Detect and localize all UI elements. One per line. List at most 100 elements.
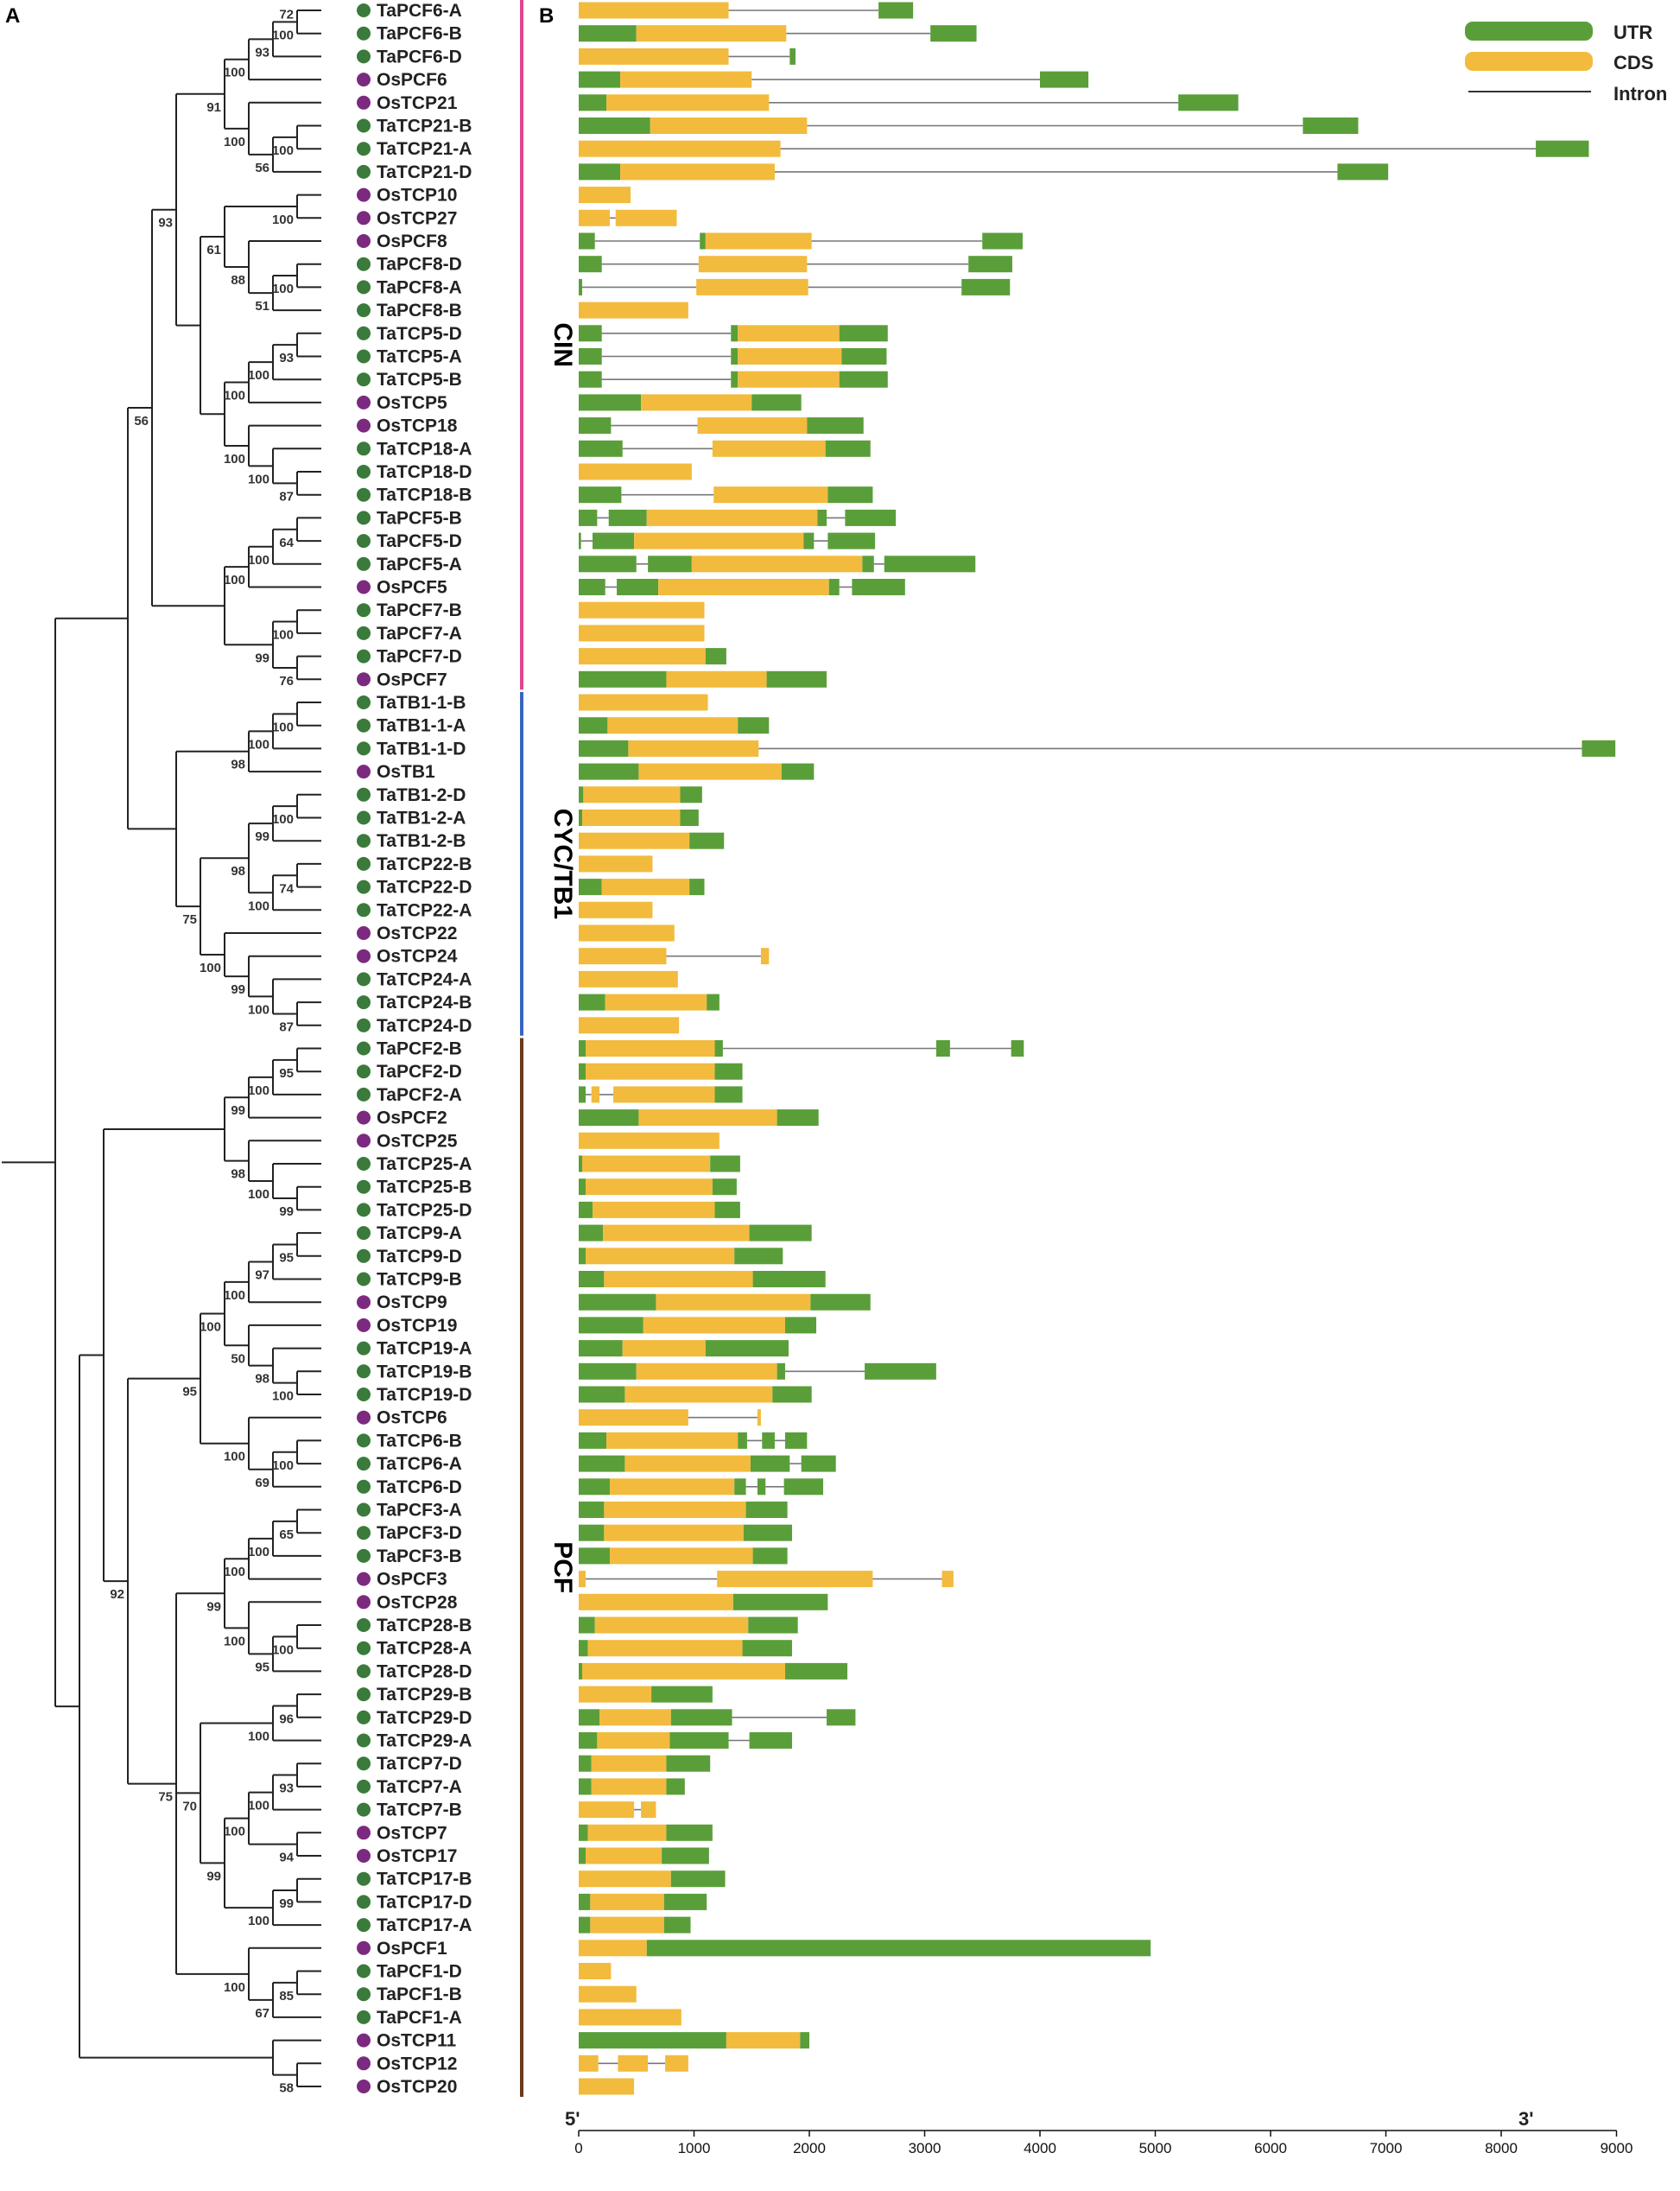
species-dot-ostcp12 xyxy=(357,2056,371,2071)
gene-structure-tatcp7-b xyxy=(579,1801,656,1819)
bootstrap-value: 100 xyxy=(248,1729,269,1743)
bootstrap-value: 93 xyxy=(255,45,269,60)
bootstrap-value: 51 xyxy=(255,299,269,314)
utr-segment xyxy=(579,1502,605,1518)
bootstrap-value: 72 xyxy=(279,7,294,22)
utr-segment xyxy=(579,1340,623,1357)
species-dot-tapcf2-a xyxy=(357,1087,371,1102)
utr-segment xyxy=(579,1547,611,1565)
utr-segment xyxy=(579,394,642,411)
utr-segment xyxy=(789,48,796,65)
tip-label-ostcp24: OsTCP24 xyxy=(377,947,458,967)
utr-segment xyxy=(749,1224,812,1242)
utr-segment xyxy=(731,371,739,388)
tip-label-tatcp22-d: TaTCP22-D xyxy=(377,878,472,898)
tip-label-tatcp17-a: TaTCP17-A xyxy=(377,1915,472,1935)
gene-structure-tatcp24-b xyxy=(579,994,720,1011)
phylogenetic-tree: 1007293100100561009110010051886193100100… xyxy=(2,7,321,2096)
species-dot-ospcf3 xyxy=(357,1572,371,1586)
axis-tick-label: 1000 xyxy=(678,2140,711,2156)
utr-segment xyxy=(579,1178,586,1196)
utr-segment xyxy=(579,1432,607,1449)
tip-label-tatcp21-d: TaTCP21-D xyxy=(377,162,472,182)
utr-segment xyxy=(982,232,1023,250)
cds-segment xyxy=(591,1755,667,1772)
tip-label-ostcp6: OsTCP6 xyxy=(377,1408,447,1428)
gene-structure-tapcf5-a xyxy=(579,556,976,573)
gene-structure-ostcp17 xyxy=(579,1847,709,1864)
cds-segment xyxy=(579,1409,688,1426)
gene-structure-ostcp11 xyxy=(579,2032,809,2049)
tip-label-ostcp19: OsTCP19 xyxy=(377,1316,457,1336)
utr-segment xyxy=(757,1478,766,1496)
utr-segment xyxy=(807,417,864,435)
tip-label-tapcf7-a: TaPCF7-A xyxy=(377,624,462,644)
species-dot-tatcp9-d xyxy=(357,1248,371,1263)
species-dot-tatcp29-d xyxy=(357,1710,371,1724)
gene-structure-tapcf5-b xyxy=(579,509,897,526)
tip-label-tatcp6-b: TaTCP6-B xyxy=(377,1431,462,1451)
bootstrap-value: 99 xyxy=(279,1204,294,1219)
gene-structure-tapcf1-a xyxy=(579,2009,682,2026)
cds-segment xyxy=(582,1155,711,1172)
cds-segment xyxy=(610,1478,735,1496)
gene-structure-tatb1-2-b xyxy=(579,832,725,849)
cds-segment xyxy=(636,25,787,42)
gene-structure-ostcp28 xyxy=(579,1593,828,1610)
tip-label-tatcp9-a: TaTCP9-A xyxy=(377,1223,462,1243)
species-dot-ostcp10 xyxy=(357,187,371,202)
species-dot-tatcp24-d xyxy=(357,1018,371,1032)
gene-structure-tatcp18-a xyxy=(579,440,871,457)
cds-segment xyxy=(590,1893,664,1910)
utr-segment xyxy=(689,879,705,896)
species-dot-tatcp17-b xyxy=(357,1871,371,1886)
cds-segment xyxy=(665,2054,688,2072)
panel-a-label: A xyxy=(5,4,20,28)
utr-segment xyxy=(1536,140,1589,157)
gene-structure-ostcp6 xyxy=(579,1409,761,1426)
species-dot-ospcf1 xyxy=(357,1940,371,1955)
utr-segment xyxy=(648,556,692,573)
utr-segment xyxy=(839,325,888,342)
cds-segment xyxy=(591,1778,667,1795)
utr-segment xyxy=(579,1524,605,1541)
cds-segment xyxy=(658,579,829,595)
cds-segment xyxy=(650,117,808,134)
utr-segment xyxy=(784,1662,848,1680)
utr-segment xyxy=(646,1940,1151,1957)
axis-tick-label: 7000 xyxy=(1370,2140,1403,2156)
gene-structure-tatcp6-a xyxy=(579,1455,836,1472)
cds-segment xyxy=(579,1940,647,1957)
gene-structure-tatcp21-b xyxy=(579,117,1359,134)
bootstrap-value: 88 xyxy=(231,273,245,288)
gene-structure-ostcp18 xyxy=(579,417,864,435)
gene-structure-tapcf8-b xyxy=(579,302,688,319)
gene-structure-ostcp12 xyxy=(579,2054,688,2072)
cds-segment xyxy=(593,1201,715,1218)
gene-structure-tapcf1-d xyxy=(579,1963,612,1979)
legend-cds-swatch xyxy=(1465,52,1593,71)
species-dot-tatcp24-a xyxy=(357,972,371,987)
species-dot-tatcp7-b xyxy=(357,1802,371,1817)
cds-segment xyxy=(738,371,840,388)
cds-segment xyxy=(607,717,739,734)
tip-label-tatcp24-b: TaTCP24-B xyxy=(377,993,472,1013)
species-dot-tatcp28-b xyxy=(357,1618,371,1632)
bootstrap-value: 100 xyxy=(272,143,294,158)
species-dot-tapcf1-d xyxy=(357,1964,371,1978)
utr-segment xyxy=(579,94,607,111)
species-dot-tapcf2-b xyxy=(357,1041,371,1056)
cds-segment xyxy=(579,648,706,665)
bootstrap-value: 100 xyxy=(248,1187,269,1202)
cds-segment xyxy=(582,1662,785,1680)
bootstrap-value: 100 xyxy=(272,28,294,42)
utr-segment xyxy=(579,232,595,250)
species-dot-ospcf2 xyxy=(357,1110,371,1125)
gene-structure-tatcp22-a xyxy=(579,901,653,918)
utr-segment xyxy=(689,832,725,849)
tip-label-ostcp9: OsTCP9 xyxy=(377,1292,447,1312)
gene-structure-ospcf6 xyxy=(579,71,1089,88)
gene-structure-tatcp21-d xyxy=(579,163,1389,181)
axis-three-prime: 3' xyxy=(1518,2108,1533,2130)
legend-intron-label: Intron xyxy=(1613,83,1667,105)
